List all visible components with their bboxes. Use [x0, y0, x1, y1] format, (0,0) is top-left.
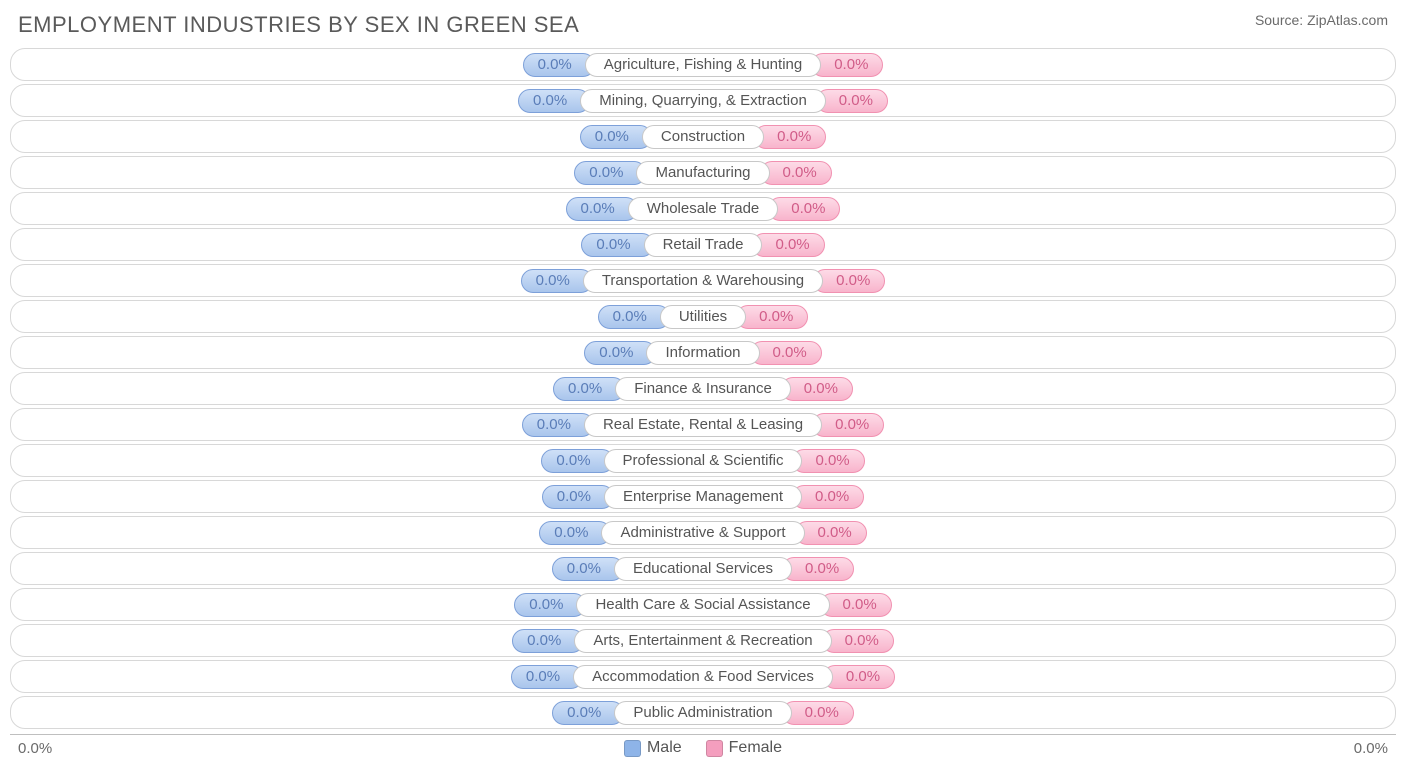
category-label: Arts, Entertainment & Recreation	[574, 629, 831, 653]
legend-label-female: Female	[729, 739, 782, 757]
row-center-group: 0.0%Retail Trade0.0%	[581, 233, 824, 257]
category-label: Professional & Scientific	[604, 449, 803, 473]
row-center-group: 0.0%Arts, Entertainment & Recreation0.0%	[512, 629, 894, 653]
female-value-pill: 0.0%	[768, 197, 840, 221]
female-value-pill: 0.0%	[820, 593, 892, 617]
legend-item-female: Female	[706, 739, 782, 757]
female-value-pill: 0.0%	[822, 629, 894, 653]
female-value-pill: 0.0%	[750, 341, 822, 365]
category-label: Wholesale Trade	[628, 197, 779, 221]
legend-swatch-male	[624, 740, 641, 757]
category-label: Educational Services	[614, 557, 792, 581]
chart-row: 0.0%Enterprise Management0.0%	[10, 480, 1396, 513]
chart-row: 0.0%Retail Trade0.0%	[10, 228, 1396, 261]
female-value-pill: 0.0%	[782, 701, 854, 725]
category-label: Transportation & Warehousing	[583, 269, 823, 293]
chart-row: 0.0%Educational Services0.0%	[10, 552, 1396, 585]
category-label: Accommodation & Food Services	[573, 665, 833, 689]
row-center-group: 0.0%Enterprise Management0.0%	[542, 485, 865, 509]
category-label: Administrative & Support	[601, 521, 804, 545]
male-value-pill: 0.0%	[541, 449, 613, 473]
chart-row: 0.0%Professional & Scientific0.0%	[10, 444, 1396, 477]
row-center-group: 0.0%Utilities0.0%	[598, 305, 809, 329]
row-center-group: 0.0%Agriculture, Fishing & Hunting0.0%	[523, 53, 884, 77]
x-axis-right-label: 0.0%	[1354, 740, 1388, 757]
chart-row: 0.0%Utilities0.0%	[10, 300, 1396, 333]
chart-header: EMPLOYMENT INDUSTRIES BY SEX IN GREEN SE…	[10, 12, 1396, 42]
category-label: Utilities	[660, 305, 746, 329]
category-label: Retail Trade	[644, 233, 763, 257]
chart-area: 0.0%Agriculture, Fishing & Hunting0.0%0.…	[10, 48, 1396, 735]
category-label: Information	[646, 341, 759, 365]
female-value-pill: 0.0%	[781, 377, 853, 401]
legend: Male Female	[624, 739, 782, 757]
chart-row: 0.0%Health Care & Social Assistance0.0%	[10, 588, 1396, 621]
female-value-pill: 0.0%	[754, 125, 826, 149]
chart-source: Source: ZipAtlas.com	[1255, 12, 1388, 28]
row-center-group: 0.0%Health Care & Social Assistance0.0%	[514, 593, 892, 617]
female-value-pill: 0.0%	[760, 161, 832, 185]
row-center-group: 0.0%Wholesale Trade0.0%	[566, 197, 841, 221]
chart-row: 0.0%Construction0.0%	[10, 120, 1396, 153]
female-value-pill: 0.0%	[823, 665, 895, 689]
row-center-group: 0.0%Professional & Scientific0.0%	[541, 449, 864, 473]
chart-row: 0.0%Wholesale Trade0.0%	[10, 192, 1396, 225]
chart-title: EMPLOYMENT INDUSTRIES BY SEX IN GREEN SE…	[18, 12, 579, 38]
male-value-pill: 0.0%	[523, 53, 595, 77]
male-value-pill: 0.0%	[566, 197, 638, 221]
category-label: Construction	[642, 125, 764, 149]
legend-label-male: Male	[647, 739, 682, 757]
chart-row: 0.0%Information0.0%	[10, 336, 1396, 369]
female-value-pill: 0.0%	[811, 53, 883, 77]
category-label: Mining, Quarrying, & Extraction	[580, 89, 826, 113]
male-value-pill: 0.0%	[521, 269, 593, 293]
female-value-pill: 0.0%	[813, 269, 885, 293]
male-value-pill: 0.0%	[581, 233, 653, 257]
chart-row: 0.0%Arts, Entertainment & Recreation0.0%	[10, 624, 1396, 657]
row-center-group: 0.0%Administrative & Support0.0%	[539, 521, 866, 545]
female-value-pill: 0.0%	[792, 449, 864, 473]
chart-row: 0.0%Manufacturing0.0%	[10, 156, 1396, 189]
category-label: Public Administration	[614, 701, 791, 725]
x-axis-left-label: 0.0%	[18, 740, 52, 757]
category-label: Agriculture, Fishing & Hunting	[585, 53, 821, 77]
row-center-group: 0.0%Information0.0%	[584, 341, 821, 365]
female-value-pill: 0.0%	[812, 413, 884, 437]
chart-row: 0.0%Finance & Insurance0.0%	[10, 372, 1396, 405]
x-axis: 0.0% Male Female 0.0%	[10, 735, 1396, 757]
chart-row: 0.0%Administrative & Support0.0%	[10, 516, 1396, 549]
legend-swatch-female	[706, 740, 723, 757]
female-value-pill: 0.0%	[736, 305, 808, 329]
female-value-pill: 0.0%	[816, 89, 888, 113]
row-center-group: 0.0%Finance & Insurance0.0%	[553, 377, 853, 401]
row-center-group: 0.0%Real Estate, Rental & Leasing0.0%	[522, 413, 885, 437]
female-value-pill: 0.0%	[752, 233, 824, 257]
category-label: Health Care & Social Assistance	[576, 593, 829, 617]
chart-row: 0.0%Transportation & Warehousing0.0%	[10, 264, 1396, 297]
category-label: Enterprise Management	[604, 485, 802, 509]
row-center-group: 0.0%Transportation & Warehousing0.0%	[521, 269, 886, 293]
male-value-pill: 0.0%	[598, 305, 670, 329]
chart-row: 0.0%Real Estate, Rental & Leasing0.0%	[10, 408, 1396, 441]
legend-item-male: Male	[624, 739, 682, 757]
row-center-group: 0.0%Mining, Quarrying, & Extraction0.0%	[518, 89, 888, 113]
chart-row: 0.0%Mining, Quarrying, & Extraction0.0%	[10, 84, 1396, 117]
row-center-group: 0.0%Accommodation & Food Services0.0%	[511, 665, 895, 689]
row-center-group: 0.0%Public Administration0.0%	[552, 701, 854, 725]
chart-row: 0.0%Public Administration0.0%	[10, 696, 1396, 729]
chart-row: 0.0%Accommodation & Food Services0.0%	[10, 660, 1396, 693]
female-value-pill: 0.0%	[795, 521, 867, 545]
row-center-group: 0.0%Manufacturing0.0%	[574, 161, 831, 185]
row-center-group: 0.0%Educational Services0.0%	[552, 557, 854, 581]
category-label: Real Estate, Rental & Leasing	[584, 413, 822, 437]
female-value-pill: 0.0%	[792, 485, 864, 509]
female-value-pill: 0.0%	[782, 557, 854, 581]
category-label: Manufacturing	[636, 161, 769, 185]
category-label: Finance & Insurance	[615, 377, 791, 401]
row-center-group: 0.0%Construction0.0%	[580, 125, 827, 149]
chart-row: 0.0%Agriculture, Fishing & Hunting0.0%	[10, 48, 1396, 81]
